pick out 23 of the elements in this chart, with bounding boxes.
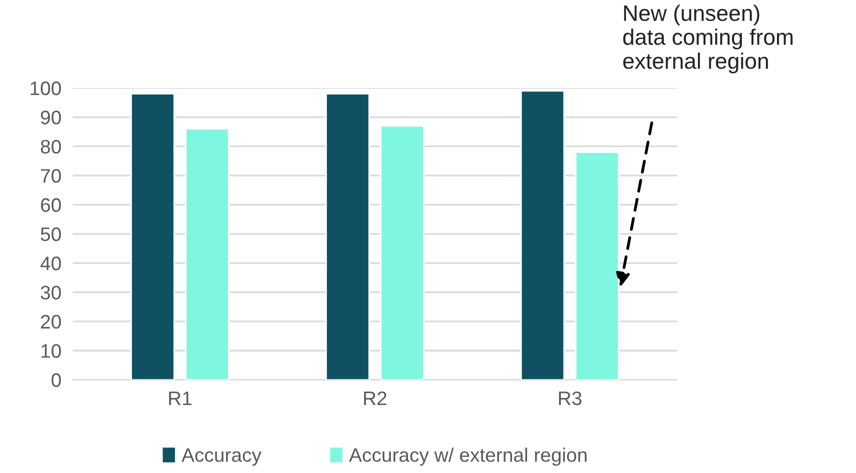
y-tick-label: 100 xyxy=(30,81,61,96)
y-tick-label: 50 xyxy=(40,227,61,242)
y-tick-label: 40 xyxy=(40,256,61,270)
y-tick-label: 60 xyxy=(41,198,61,212)
y-tick-label: 80 xyxy=(40,140,61,154)
bar xyxy=(575,151,620,380)
x-tick-label: R3 xyxy=(559,391,582,406)
y-tick-label: 30 xyxy=(40,286,61,300)
bar xyxy=(325,93,370,380)
bar xyxy=(185,128,230,380)
y-tick-label: 0 xyxy=(52,373,61,388)
y-tick-label: 90 xyxy=(40,110,61,124)
y-tick-label: 70 xyxy=(41,169,61,183)
bar xyxy=(380,125,424,380)
y-tick-label: 10 xyxy=(42,344,61,358)
y-tick-label: 20 xyxy=(41,314,61,329)
x-tick-label: R1 xyxy=(169,392,192,406)
text: New (unseen) data coming from external region xyxy=(623,4,793,74)
bar xyxy=(520,90,565,380)
legend-label: Accuracy w/ external region xyxy=(349,448,587,466)
bar xyxy=(130,93,175,380)
x-tick-label: R2 xyxy=(364,391,386,406)
legend-label: Accuracy xyxy=(182,448,262,466)
